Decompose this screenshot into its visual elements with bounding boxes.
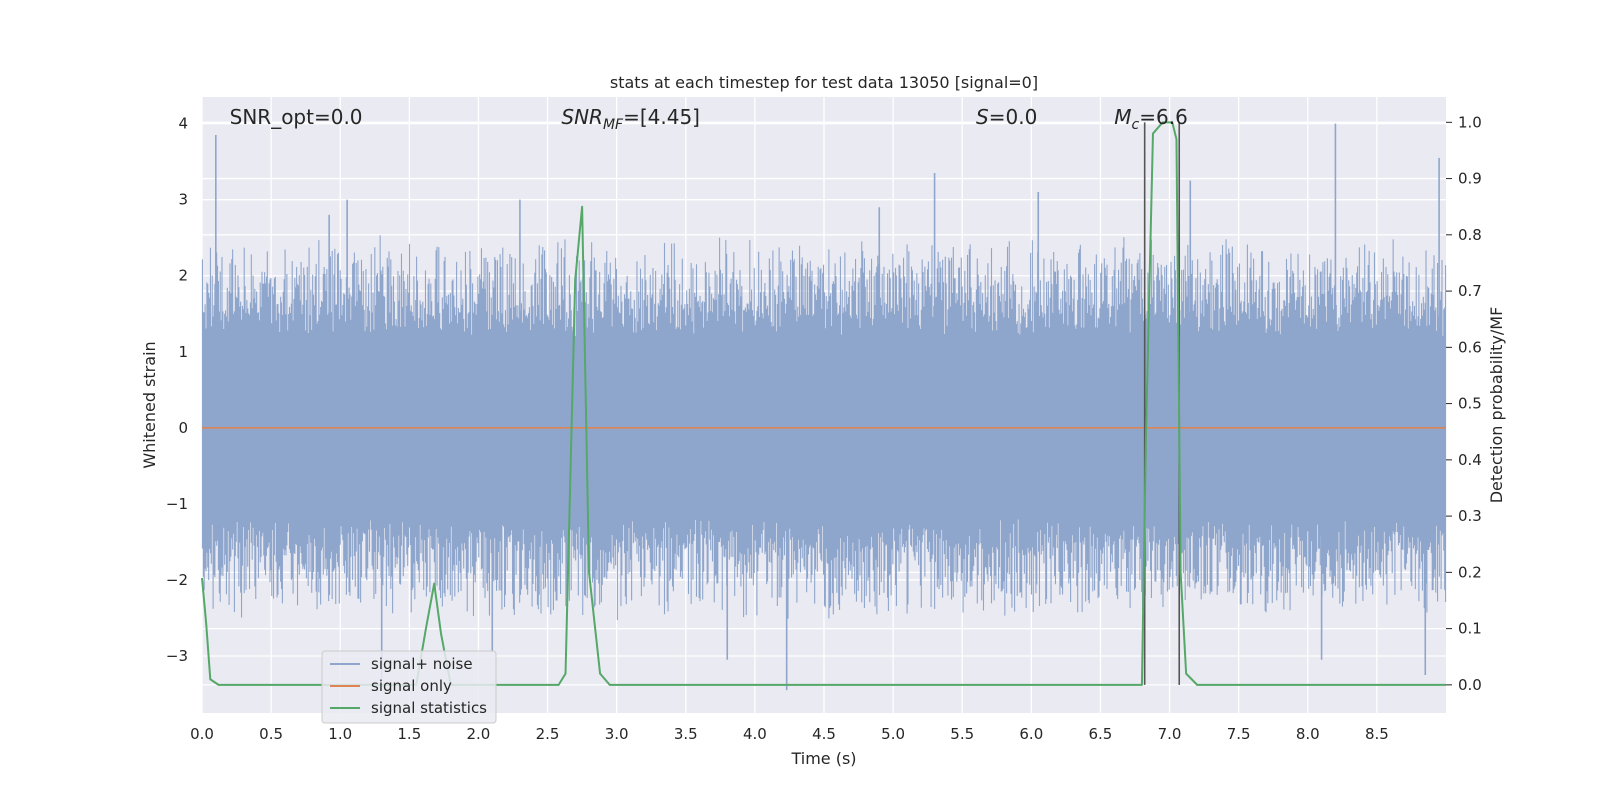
legend: signal+ noise signal only signal statist… [321,650,497,724]
y-left-tick-1: 3 [178,191,188,209]
stat-annotations: SNR_opt=0.0 SNRMF=[4.45] S=0.0 Mc=6.6 [230,105,1188,133]
y-left-tick-3: 1 [178,343,188,361]
y-left-tick-5: −1 [166,495,188,513]
x-tick-17: 8.5 [1365,725,1389,743]
y-right-tick-6: 0.4 [1458,451,1482,469]
x-tick-10: 5.0 [881,725,905,743]
legend-label-signal-only: signal only [371,677,452,695]
chart-title: stats at each timestep for test data 130… [610,73,1038,92]
legend-box [321,650,497,724]
x-tick-0: 0.0 [190,725,214,743]
annotation-chirp-mass: Mc=6.6 [1114,105,1188,133]
y-right-tick-7: 0.3 [1458,507,1482,525]
y-left-axis-label: Whitened strain [140,341,159,468]
y-right-axis-label: Detection probability/MF [1487,307,1506,504]
x-tick-5: 2.5 [536,725,560,743]
y-left-tick-2: 2 [178,267,188,285]
x-tick-12: 6.0 [1019,725,1043,743]
x-tick-7: 3.5 [674,725,698,743]
x-tick-1: 0.5 [259,725,283,743]
legend-label-signal-statistics: signal statistics [371,699,487,717]
x-tick-4: 2.0 [467,725,491,743]
y-right-tick-8: 0.2 [1458,563,1482,581]
y-right-tick-5: 0.5 [1458,395,1482,413]
y-right-tick-4: 0.6 [1458,338,1482,356]
y-right-tick-3: 0.7 [1458,282,1482,300]
y-right-tick-2: 0.8 [1458,226,1482,244]
x-tick-16: 8.0 [1296,725,1320,743]
annotation-snr-mf: SNRMF=[4.45] [561,105,700,133]
y-right-tick-9: 0.1 [1458,620,1482,638]
x-tick-2: 1.0 [328,725,352,743]
annotation-snr-opt: SNR_opt=0.0 [230,105,363,129]
x-tick-9: 4.5 [812,725,836,743]
x-tick-14: 7.0 [1158,725,1182,743]
x-tick-15: 7.5 [1227,725,1251,743]
y-left-axis-ticks: 4 3 2 1 0 −1 −2 −3 [166,115,188,665]
x-axis-label: Time (s) [790,749,856,768]
x-tick-11: 5.5 [950,725,974,743]
annotation-stat-s: S=0.0 [976,105,1037,129]
y-left-tick-4: 0 [178,419,188,437]
y-right-tick-0: 1.0 [1458,113,1482,131]
y-left-tick-6: −2 [166,571,188,589]
x-tick-8: 4.0 [743,725,767,743]
y-left-tick-7: −3 [166,647,188,665]
x-tick-3: 1.5 [397,725,421,743]
y-left-tick-0: 4 [178,115,188,133]
y-right-tick-1: 0.9 [1458,170,1482,188]
legend-label-signal-noise: signal+ noise [371,655,473,673]
y-right-tick-10: 0.0 [1458,676,1482,694]
x-axis-ticks: 0.0 0.5 1.0 1.5 2.0 2.5 3.0 3.5 4.0 4.5 5.0 5.5 6.0 6… [190,725,1389,743]
x-tick-13: 6.5 [1089,725,1113,743]
y-right-axis-ticks: 1.0 0.9 0.8 0.7 0.6 0.5 0.4 0.3 0.2 0.1 0.0 [1446,113,1482,694]
x-tick-6: 3.0 [605,725,629,743]
